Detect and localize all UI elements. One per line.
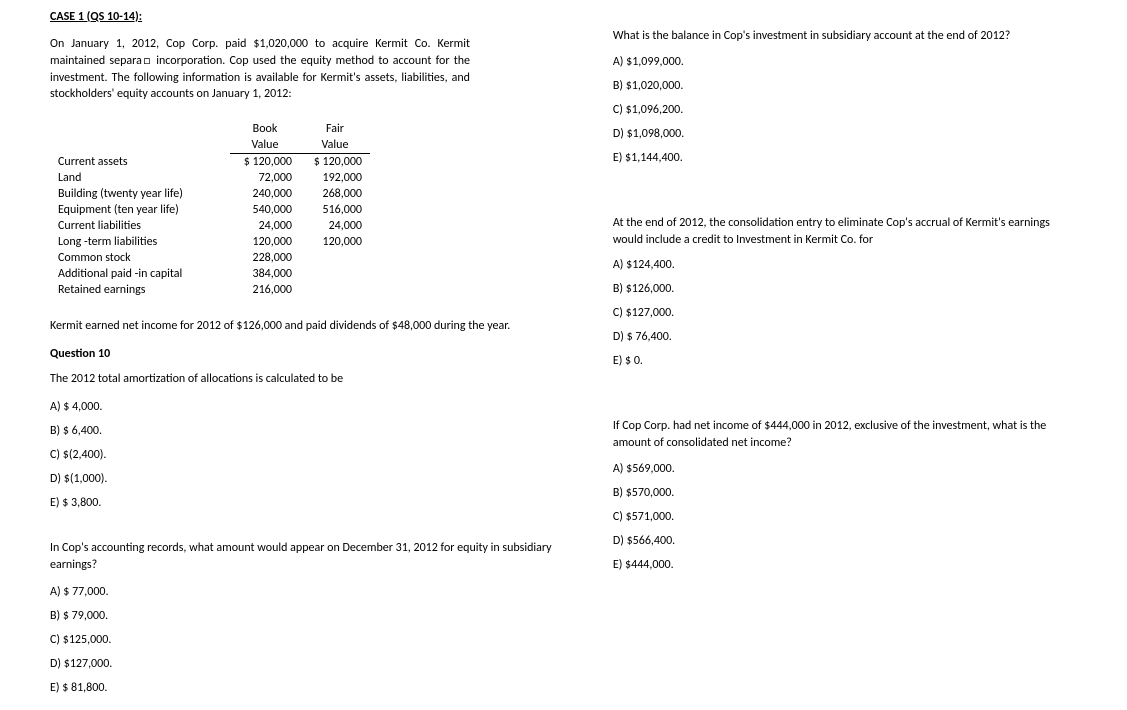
question-12-text: What is the balance in Cop's investment … [613,28,1077,45]
q10-choice-a: A) $ 4,000. [50,400,553,414]
question-14-text: If Cop Corp. had net income of $444,000 … [613,418,1077,452]
table-row: Equipment (ten year life) 540,000 516,00… [50,202,370,218]
q13-choice-d: D) $ 76,400. [613,330,1077,344]
q13-choice-b: B) $126,000. [613,282,1077,296]
table-row: Additional paid -in capital 384,000 [50,266,370,282]
q12-choice-a: A) $1,099,000. [613,55,1077,69]
earnings-text: Kermit earned net income for 2012 of $12… [50,318,550,335]
q13-choice-a: A) $124,400. [613,258,1077,272]
q10-choice-e: E) $ 3,800. [50,496,553,510]
q10-choice-b: B) $ 6,400. [50,424,553,438]
header-fair: Fair [300,121,370,137]
q14-choice-e: E) $444,000. [613,558,1077,572]
q14-choice-c: C) $571,000. [613,510,1077,524]
q12-choice-c: C) $1,096,200. [613,103,1077,117]
table-row: Common stock 228,000 [50,250,370,266]
q12-choice-d: D) $1,098,000. [613,127,1077,141]
q11-choice-d: D) $127,000. [50,657,553,671]
q11-choice-a: A) $ 77,000. [50,585,553,599]
q13-choice-c: C) $127,000. [613,306,1077,320]
question-10-text: The 2012 total amortization of allocatio… [50,371,553,388]
table-row: Current liabilities 24,000 24,000 [50,218,370,234]
q14-choice-b: B) $570,000. [613,486,1077,500]
question-10-label: Question 10 [50,347,553,361]
header-book: Book [230,121,300,137]
q14-choice-d: D) $566,400. [613,534,1077,548]
q11-choice-b: B) $ 79,000. [50,609,553,623]
q13-choice-e: E) $ 0. [613,354,1077,368]
table-row: Building (twenty year life) 240,000 268,… [50,186,370,202]
q10-choice-d: D) $(1,000). [50,472,553,486]
intro-paragraph: On January 1, 2012, Cop Corp. paid $1,02… [50,36,470,103]
case-title: CASE 1 (QS 10-14): [50,10,553,24]
q10-choice-c: C) $(2,400). [50,448,553,462]
header-fair-value: Value [300,137,370,154]
q11-choice-e: E) $ 81,800. [50,681,553,695]
q14-choice-a: A) $569,000. [613,462,1077,476]
table-row: Retained earnings 216,000 [50,282,370,298]
header-book-value: Value [230,137,300,154]
q12-choice-e: E) $1,144,400. [613,151,1077,165]
q12-choice-b: B) $1,020,000. [613,79,1077,93]
table-row: Long -term liabilities 120,000 120,000 [50,234,370,250]
table-row: Current assets $ 120,000 $ 120,000 [50,154,370,171]
q11-choice-c: C) $125,000. [50,633,553,647]
balance-table: Book Fair Value Value Current assets $ 1… [50,121,370,298]
question-13-text: At the end of 2012, the consolidation en… [613,215,1077,249]
table-row: Land 72,000 192,000 [50,170,370,186]
question-11-text: In Cop's accounting records, what amount… [50,540,553,574]
